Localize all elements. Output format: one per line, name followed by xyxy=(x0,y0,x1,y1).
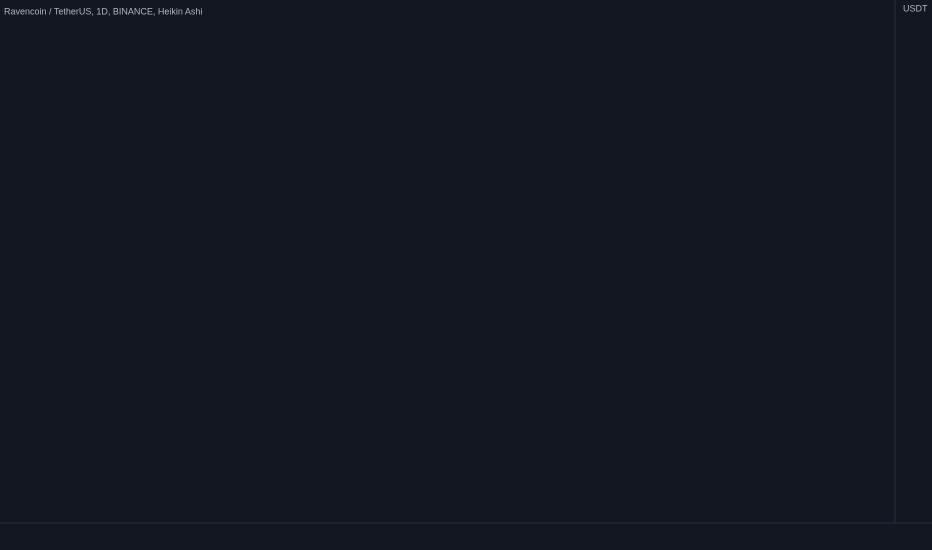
currency: USDT xyxy=(903,3,928,13)
header: Ravencoin / TetherUS, 1D, BINANCE, Heiki… xyxy=(4,6,202,16)
